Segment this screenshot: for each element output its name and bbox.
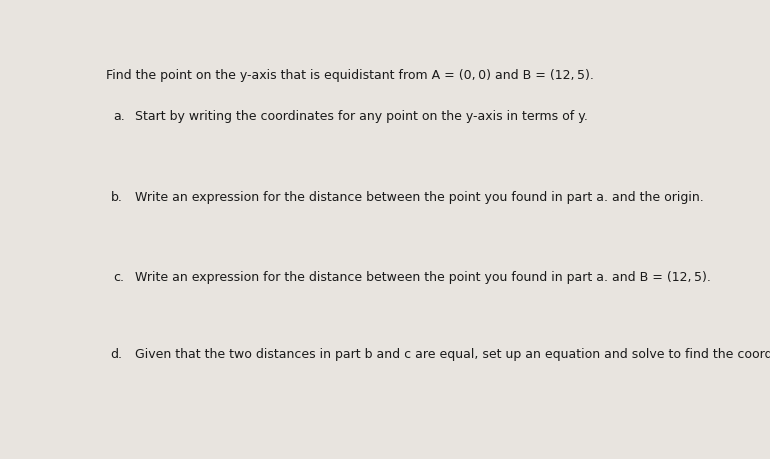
Text: Write an expression for the distance between the point you found in part a. and : Write an expression for the distance bet… — [135, 271, 711, 284]
Text: Find the point on the y-axis that is equidistant from A = (0, 0) and B = (12, 5): Find the point on the y-axis that is equ… — [105, 69, 594, 82]
Text: Write an expression for the distance between the point you found in part a. and : Write an expression for the distance bet… — [135, 191, 704, 204]
Text: a.: a. — [113, 110, 125, 123]
Text: Given that the two distances in part b and c are equal, set up an equation and s: Given that the two distances in part b a… — [135, 348, 770, 361]
Text: c.: c. — [113, 271, 124, 284]
Text: d.: d. — [111, 348, 122, 361]
Text: Start by writing the coordinates for any point on the y-axis in terms of y.: Start by writing the coordinates for any… — [135, 110, 588, 123]
Text: b.: b. — [111, 191, 122, 204]
